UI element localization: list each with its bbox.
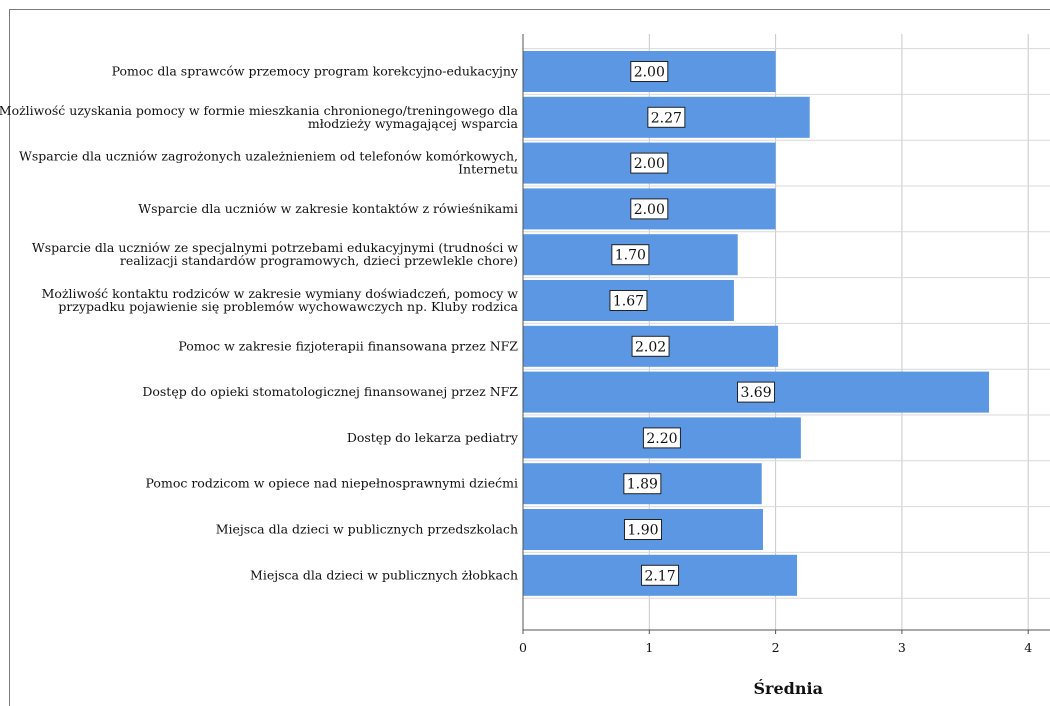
data-label-box [623,519,662,540]
category-label: Pomoc w zakresie fizjoterapii finansowan… [178,338,518,353]
category-label-line: Miejsca dla dzieci w publicznych przedsz… [216,522,518,537]
data-label: 3.69 [737,381,776,403]
category-label: Możliwość uzyskania pomocy w formie mies… [0,103,519,131]
x-tick-label: 0 [519,640,527,655]
data-label-box [630,61,669,82]
gridlines [523,34,1050,630]
data-label: 2.27 [647,106,686,128]
data-label-box [647,106,686,128]
category-label: Wsparcie dla uczniów ze specjalnymi potr… [32,240,518,268]
data-label-text: 2.00 [634,202,665,218]
data-label-box [631,335,670,357]
data-label-text: 1.89 [627,477,658,493]
data-label-text: 1.90 [627,523,658,539]
data-label-box [609,290,648,311]
data-label: 2.00 [630,152,669,174]
data-label: 1.89 [623,473,662,495]
x-axis: 0 1 2 3 4 [519,34,1050,655]
data-label-text: 2.00 [634,156,665,172]
category-label-line: Pomoc dla sprawców przemocy program kore… [112,64,519,79]
data-label-box [642,427,681,449]
category-label-line: Dostęp do opieki stomatologicznej finans… [142,384,518,399]
category-label-line: Pomoc w zakresie fizjoterapii finansowan… [178,338,518,353]
data-label-box [623,473,662,495]
chart-frame [9,9,1050,706]
category-label: Możliwość kontaktu rodziców w zakresie w… [42,286,519,314]
category-label-line: Internetu [458,162,518,177]
category-label: Wsparcie dla uczniów w zakresie kontaktó… [138,201,518,216]
data-label-box [737,381,776,403]
category-label: Wsparcie dla uczniów zagrożonych uzależn… [19,149,518,177]
x-tick-label: 2 [772,640,780,655]
category-label: Dostęp do lekarza pediatry [347,430,519,445]
data-label: 2.20 [642,427,681,449]
category-label-line: Wsparcie dla uczniów ze specjalnymi potr… [32,240,518,255]
category-labels: Pomoc dla sprawców przemocy program kore… [0,64,519,583]
data-label: 2.02 [631,335,670,357]
data-label-box [630,152,669,174]
category-label-line: realizacji standardów programowych, dzie… [120,253,518,268]
data-label-text: 2.00 [634,65,665,81]
data-label: 2.00 [630,198,669,220]
data-label: 1.70 [611,244,650,266]
data-label-text: 2.02 [635,339,666,355]
data-label-box [641,564,680,586]
data-label-text: 2.27 [651,110,682,126]
x-axis-title: Średnia [754,678,823,698]
x-tick-label: 3 [898,640,906,655]
data-label: 1.90 [623,519,662,540]
category-label-line: Miejsca dla dzieci w publicznych żłobkac… [250,567,518,582]
bars [523,51,990,596]
data-labels: 2.00 2.27 2.00 2.00 1.70 1.67 2.02 3.69 2.20 1.89… [609,61,776,586]
category-label-line: młodzieży wymagającej wsparcia [308,116,519,131]
category-label-line: Dostęp do lekarza pediatry [347,430,519,445]
data-label-text: 2.20 [646,431,677,447]
data-label: 1.67 [609,290,648,311]
data-label: 2.17 [641,564,680,586]
data-label-text: 1.70 [615,248,646,264]
category-label: Dostęp do opieki stomatologicznej finans… [142,384,518,399]
data-label-box [630,198,669,220]
category-label-line: Możliwość kontaktu rodziców w zakresie w… [42,286,519,301]
data-label: 2.00 [630,61,669,82]
category-label: Miejsca dla dzieci w publicznych przedsz… [216,522,518,537]
category-label-line: Pomoc rodzicom w opiece nad niepełnospra… [146,476,518,491]
category-label: Pomoc rodzicom w opiece nad niepełnospra… [146,476,518,491]
category-label: Pomoc dla sprawców przemocy program kore… [112,64,519,79]
data-label-text: 3.69 [740,385,771,401]
category-label-line: Wsparcie dla uczniów zagrożonych uzależn… [19,149,518,164]
category-label-line: przypadku pojawienie się problemów wycho… [58,299,518,314]
data-label-text: 2.17 [644,568,675,584]
x-tick-label: 4 [1024,640,1032,655]
data-label-box [611,244,650,266]
category-label-line: Możliwość uzyskania pomocy w formie mies… [0,103,519,118]
category-label: Miejsca dla dzieci w publicznych żłobkac… [250,567,518,582]
data-label-text: 1.67 [613,294,644,310]
x-tick-label: 1 [645,640,653,655]
category-label-line: Wsparcie dla uczniów w zakresie kontaktó… [138,201,518,216]
